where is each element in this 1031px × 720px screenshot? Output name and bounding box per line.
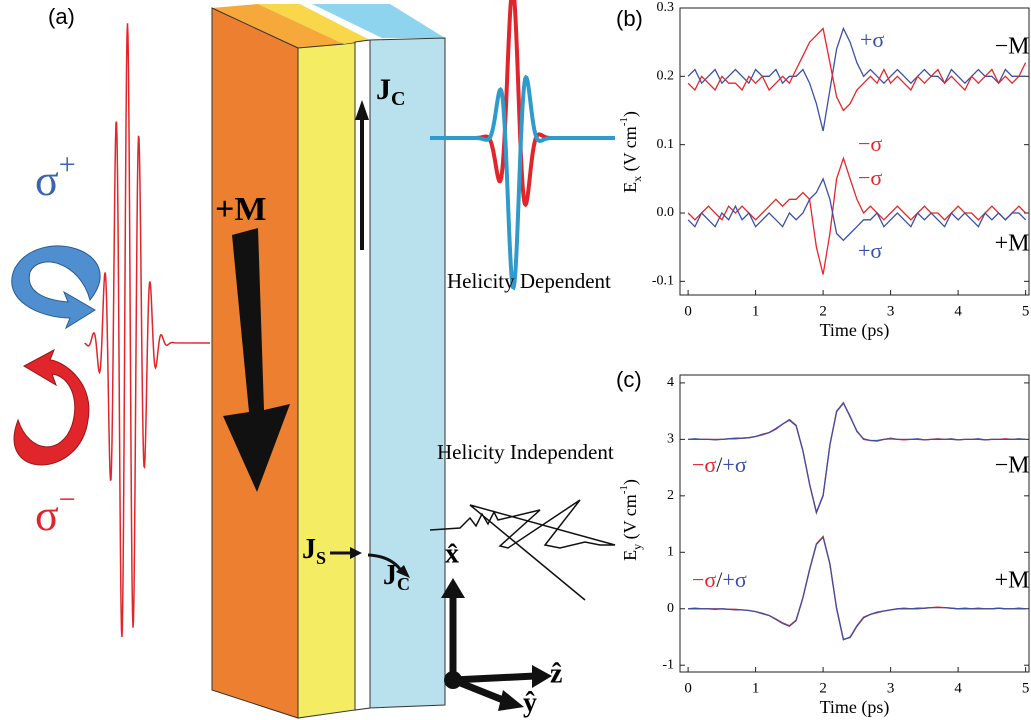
y-title-part: ) xyxy=(620,111,641,117)
plot-frame xyxy=(679,7,1030,296)
series-line xyxy=(687,26,1026,132)
series-label: −σ/+σ xyxy=(692,452,747,477)
y-title-part: -1 xyxy=(618,485,630,494)
series-label: +σ xyxy=(858,238,882,263)
series-name: −σ xyxy=(692,567,716,592)
series-label: −σ xyxy=(858,131,882,156)
helicity-independent: Helicity Independent xyxy=(437,440,614,464)
condition-label: +M xyxy=(995,568,1030,594)
y-tick-label: 0.1 xyxy=(657,137,675,152)
helicity-arrows xyxy=(11,245,101,466)
x-tick-label: 3 xyxy=(887,680,895,696)
x-tick-label: 2 xyxy=(819,680,827,696)
magnetization-label: +M xyxy=(215,191,266,228)
y-tick-label: -1 xyxy=(662,657,674,672)
y-tick-label: -0.1 xyxy=(652,274,674,289)
jc-curve-head xyxy=(396,565,410,578)
sigma-plus: σ+ xyxy=(35,148,76,205)
y-title-part: (V cm xyxy=(620,126,641,176)
plot-frame xyxy=(679,374,1030,673)
series-label: −σ xyxy=(858,165,882,190)
series-line xyxy=(687,156,1027,275)
x-axis-title: Time (ps) xyxy=(820,697,890,718)
x-tick-label: 4 xyxy=(954,303,962,319)
series-name: +σ xyxy=(722,452,746,477)
y-title-part: E xyxy=(620,182,640,193)
series-line xyxy=(687,27,1027,112)
jc-label-2: JC xyxy=(383,560,410,594)
helicity-dependent: Helicity Dependent xyxy=(447,269,611,293)
x-tick-label: 0 xyxy=(684,303,692,319)
sub: C xyxy=(391,88,405,110)
condition-label: −M xyxy=(995,34,1030,60)
jc-label: JC xyxy=(376,73,405,110)
js-label: JS xyxy=(302,534,326,568)
y-tick-label: 1 xyxy=(667,545,674,560)
separator: / xyxy=(716,567,723,592)
x-tick-label: 0 xyxy=(684,680,692,696)
y-title-part: -1 xyxy=(618,117,630,126)
separator: / xyxy=(716,452,723,477)
series-label: +σ xyxy=(860,27,884,52)
axis-x-label: x̂ xyxy=(445,538,459,569)
sigma: σ xyxy=(35,156,59,205)
condition-label: +M xyxy=(995,231,1030,257)
panel-label: (c) xyxy=(616,367,642,392)
x-tick-label: 4 xyxy=(954,680,962,696)
series-name: −σ xyxy=(692,452,716,477)
series-name: +σ xyxy=(722,567,746,592)
sub: S xyxy=(316,548,326,568)
output-pulse-blue xyxy=(430,74,615,291)
axis-z-label: ẑ xyxy=(550,658,562,689)
j: J xyxy=(383,560,397,591)
y-tick-label: 0.0 xyxy=(657,205,675,220)
y-tick-label: 0.3 xyxy=(657,0,675,15)
js-arrow-head xyxy=(350,547,362,559)
y-axis-title: Ey (V cm-1) xyxy=(618,479,644,561)
sup: − xyxy=(59,483,76,516)
y-title-part: ) xyxy=(620,479,641,485)
y-title-part: E xyxy=(620,550,640,561)
x-tick-label: 2 xyxy=(819,303,827,319)
series-label: −σ/+σ xyxy=(692,567,747,592)
magnetization-arrow xyxy=(223,228,290,492)
axes-triad xyxy=(441,578,552,711)
sub: C xyxy=(397,574,410,594)
sup: + xyxy=(59,148,76,181)
y-title-part: (V cm xyxy=(620,494,641,544)
panel-label: (a) xyxy=(48,4,75,29)
y-tick-label: 0.2 xyxy=(657,69,675,84)
j: J xyxy=(302,534,316,565)
y-tick-label: 4 xyxy=(667,375,674,390)
y-tick-label: 2 xyxy=(667,488,674,503)
sigma: σ xyxy=(35,491,59,540)
y-title-part: y xyxy=(630,544,644,550)
series-line xyxy=(688,535,1026,641)
x-tick-label: 1 xyxy=(752,303,760,319)
y-axis-title: Ex (V cm-1) xyxy=(618,111,644,193)
y-tick-label: 0 xyxy=(667,601,674,616)
j: J xyxy=(376,73,391,106)
input-pulse xyxy=(84,23,211,638)
x-tick-label: 5 xyxy=(1022,680,1030,696)
jc-arrow-head xyxy=(355,100,369,120)
independent-pulse xyxy=(429,499,616,601)
y-title-part: x xyxy=(630,176,644,182)
sigma-minus: σ− xyxy=(35,483,76,540)
x-tick-label: 5 xyxy=(1022,303,1030,319)
series-line xyxy=(688,402,1026,515)
condition-label: −M xyxy=(995,453,1030,479)
x-axis-title: Time (ps) xyxy=(820,320,890,341)
series-line xyxy=(687,177,1027,242)
panel-label: (b) xyxy=(616,6,643,31)
x-tick-label: 1 xyxy=(752,680,760,696)
y-tick-label: 3 xyxy=(667,432,674,447)
axis-y-label: ŷ xyxy=(523,687,537,718)
x-tick-label: 3 xyxy=(887,303,895,319)
